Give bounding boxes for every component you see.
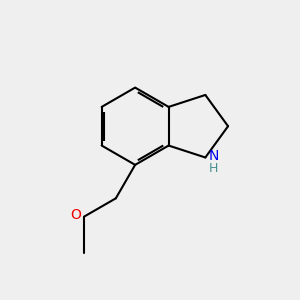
- Text: N: N: [209, 149, 219, 163]
- Text: H: H: [209, 162, 218, 175]
- Text: O: O: [70, 208, 81, 222]
